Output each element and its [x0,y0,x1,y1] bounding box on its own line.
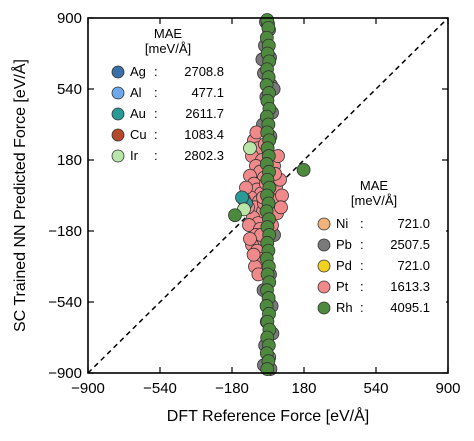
legend-marker-al [111,86,125,100]
legend-marker-pb [317,238,331,252]
legend-bottom-right: MAE[meV/Å]Ni: 721.0 Pb: 2507.5 Pd: 721.0 Pt: 16… [314,176,446,328]
plot-border [87,17,449,374]
legend-value-pd: 721.0 [397,258,430,273]
legend-name-pt: Pt [336,279,349,294]
legend-background [314,176,446,328]
legend-colon: : [154,148,158,163]
x-tick-label: 900 [435,380,460,397]
legend-name-pb: Pb [336,237,352,252]
legend-marker-pd [317,259,331,273]
legend-background [108,24,240,176]
legend-marker-rh [317,301,331,315]
legend-value-ag: 2708.8 [184,64,224,79]
y-tick-label: −180 [48,223,82,240]
data-point-au [235,190,249,205]
legend-colon: : [360,216,364,231]
legend-marker-ni [317,217,331,231]
y-tick-label: 900 [57,10,82,27]
legend-value-pb: 2507.5 [390,237,430,252]
legend-colon: : [154,106,158,121]
legend-title: MAE [154,26,183,41]
legend-name-pd: Pd [336,258,352,273]
legend-colon: : [360,300,364,315]
data-point-pt [274,200,288,215]
legend-marker-cu [111,128,125,142]
x-tick-label: 180 [291,380,316,397]
legends-layer: MAE[meV/Å]Ag:2708.8Al:477.1Au:2611.7Cu:1… [108,24,446,328]
data-point-pt [243,231,257,246]
legend-value-cu: 1083.4 [184,127,224,142]
data-point-pt [275,188,289,203]
legend-title: MAE [360,178,389,193]
legend-value-rh: 4095.1 [390,300,430,315]
legend-name-cu: Cu [130,127,147,142]
y-axis-label: SC Trained NN Predicted Force [eV/Å] [10,59,29,332]
legend-marker-au [111,107,125,121]
legend-marker-pt [317,280,331,294]
legend-value-ni: 721.0 [397,216,430,231]
legend-top-left: MAE[meV/Å] Ag: 2708.8 Al: 477.1 Au: 2611.7 Cu: 1… [108,24,240,176]
legend-marker-ag [111,65,125,79]
legend-name-ag: Ag [130,64,146,79]
legend-value-au: 2611.7 [185,106,224,121]
x-axis-label: DFT Reference Force [eV/Å] [167,406,369,425]
legend-marker-ir [111,149,125,163]
data-point-ir [243,141,257,156]
legend-title: [meV/Å] [351,193,397,208]
y-tick-label: −900 [48,365,82,382]
data-point-rh [296,162,311,177]
legend-colon: : [154,64,158,79]
legend-value-pt: 1613.3 [390,279,430,294]
legend-title: [meV/Å] [145,41,191,56]
x-tick-label: −540 [143,380,177,397]
y-tick-label: 540 [57,81,82,98]
x-tick-label: 540 [363,380,388,397]
axes-layer: −900 −540 −180 180 540 900 −900 −540 −180 180 540 9… [48,10,460,397]
legend-name-ni: Ni [336,216,348,231]
data-point-rh [228,208,242,223]
legend-colon: : [360,258,364,273]
x-tick-label: −900 [71,380,105,397]
legend-colon: : [154,85,158,100]
legend-name-au: Au [130,106,146,121]
x-tick-label: −180 [215,380,249,397]
data-point-pt [246,247,261,262]
y-tick-label: 180 [57,152,82,169]
legend-value-ir: 2802.3 [184,148,224,163]
legend-colon: : [360,237,364,252]
legend-name-ir: Ir [130,148,139,163]
legend-colon: : [360,279,364,294]
legend-name-rh: Rh [336,300,353,315]
legend-name-al: Al [130,85,142,100]
y-tick-label: −540 [48,294,82,311]
legend-colon: : [154,127,158,142]
legend-value-al: 477.1 [191,85,224,100]
data-points-layer [228,13,311,376]
